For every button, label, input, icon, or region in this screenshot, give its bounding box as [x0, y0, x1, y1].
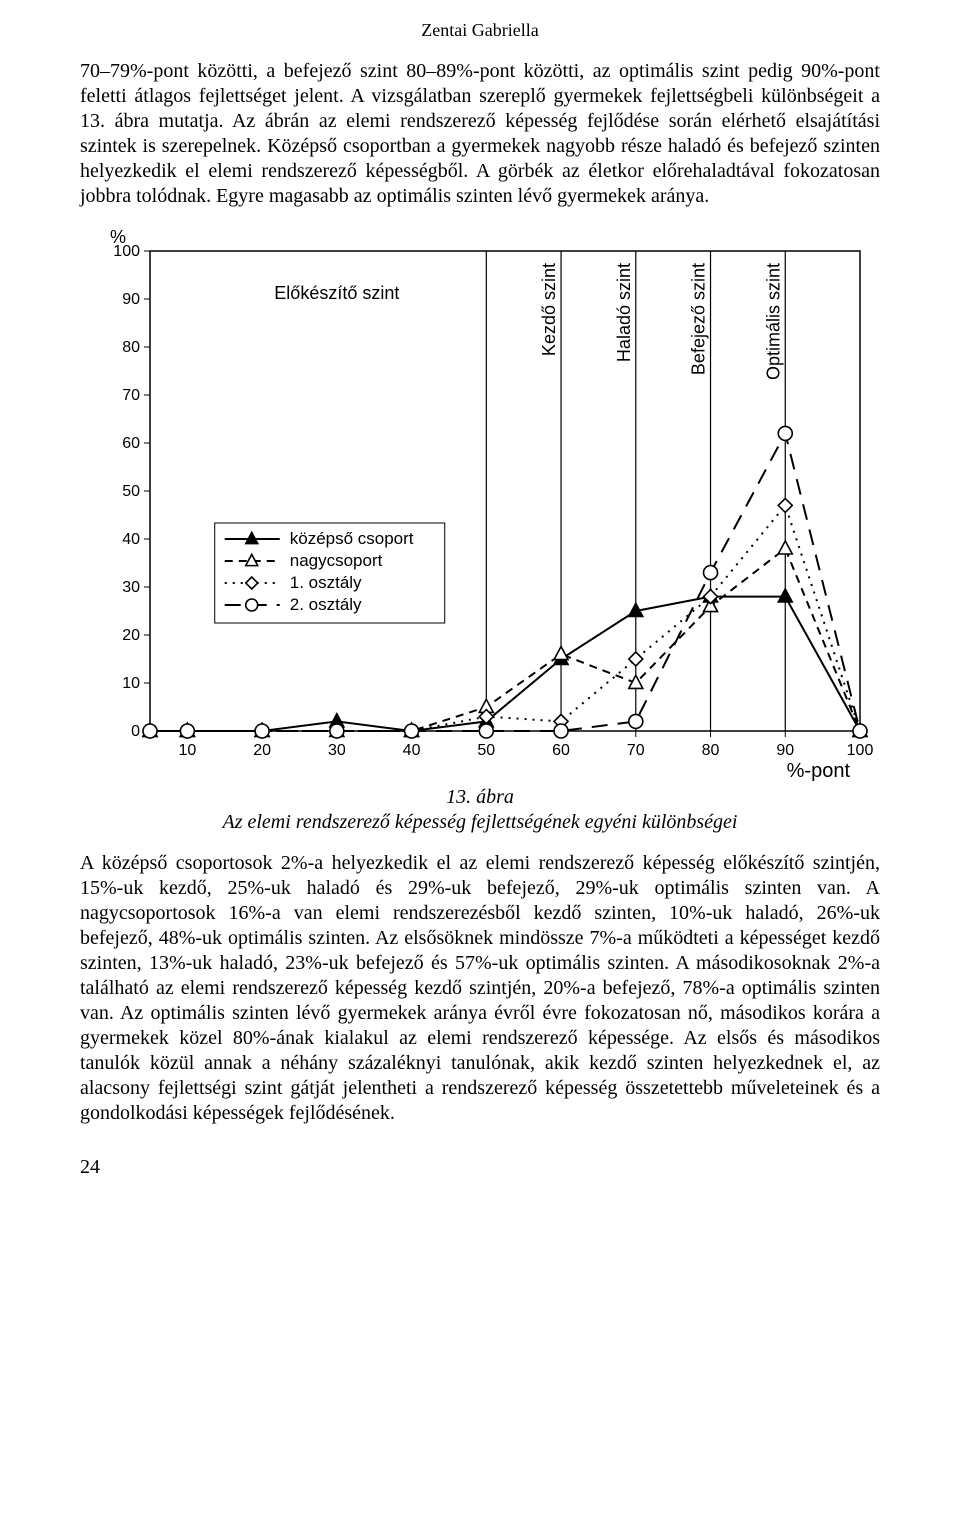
svg-text:%-pont: %-pont	[787, 760, 851, 781]
running-head: Zentai Gabriella	[80, 20, 880, 41]
svg-text:nagycsoport: nagycsoport	[290, 551, 383, 570]
svg-text:90: 90	[122, 291, 140, 308]
chart-svg: 0 10 20 30 40 50 60 70 80 90 100 10 20 30 40 50 60 70 80 90…	[80, 221, 880, 781]
svg-text:Haladó szint: Haladó szint	[614, 263, 634, 362]
svg-text:Előkészítő szint: Előkészítő szint	[274, 283, 399, 303]
svg-text:60: 60	[122, 435, 140, 452]
svg-text:100: 100	[847, 742, 874, 759]
page-number: 24	[80, 1156, 880, 1179]
svg-text:50: 50	[122, 483, 140, 500]
figure-number: 13. ábra	[446, 786, 514, 808]
svg-text:50: 50	[477, 742, 495, 759]
svg-text:20: 20	[253, 742, 271, 759]
svg-text:40: 40	[403, 742, 421, 759]
paragraph-2: A középső csoportosok 2%-a helyezkedik e…	[80, 851, 880, 1126]
svg-text:20: 20	[122, 627, 140, 644]
svg-text:középső csoport: középső csoport	[290, 529, 414, 548]
svg-text:Kezdő szint: Kezdő szint	[539, 263, 559, 356]
svg-text:40: 40	[122, 531, 140, 548]
svg-text:90: 90	[776, 742, 794, 759]
svg-text:70: 70	[122, 387, 140, 404]
svg-text:10: 10	[178, 742, 196, 759]
svg-text:Befejező szint: Befejező szint	[689, 263, 709, 375]
figure-caption: 13. ábra Az elemi rendszerező képesség f…	[80, 785, 880, 835]
page: Zentai Gabriella 70–79%-pont közötti, a …	[0, 0, 960, 1219]
figure-13: 0 10 20 30 40 50 60 70 80 90 100 10 20 30 40 50 60 70 80 90…	[80, 221, 880, 781]
svg-text:Optimális szint: Optimális szint	[763, 263, 783, 380]
figure-title: Az elemi rendszerező képesség fejlettség…	[223, 811, 738, 833]
paragraph-1: 70–79%-pont közötti, a befejező szint 80…	[80, 59, 880, 209]
svg-text:80: 80	[702, 742, 720, 759]
svg-text:0: 0	[131, 723, 140, 740]
svg-text:30: 30	[122, 579, 140, 596]
svg-text:30: 30	[328, 742, 346, 759]
svg-text:2. osztály: 2. osztály	[290, 595, 362, 614]
svg-text:%: %	[110, 227, 126, 247]
svg-text:70: 70	[627, 742, 645, 759]
svg-text:10: 10	[122, 675, 140, 692]
svg-text:1. osztály: 1. osztály	[290, 573, 362, 592]
svg-text:60: 60	[552, 742, 570, 759]
svg-text:80: 80	[122, 339, 140, 356]
